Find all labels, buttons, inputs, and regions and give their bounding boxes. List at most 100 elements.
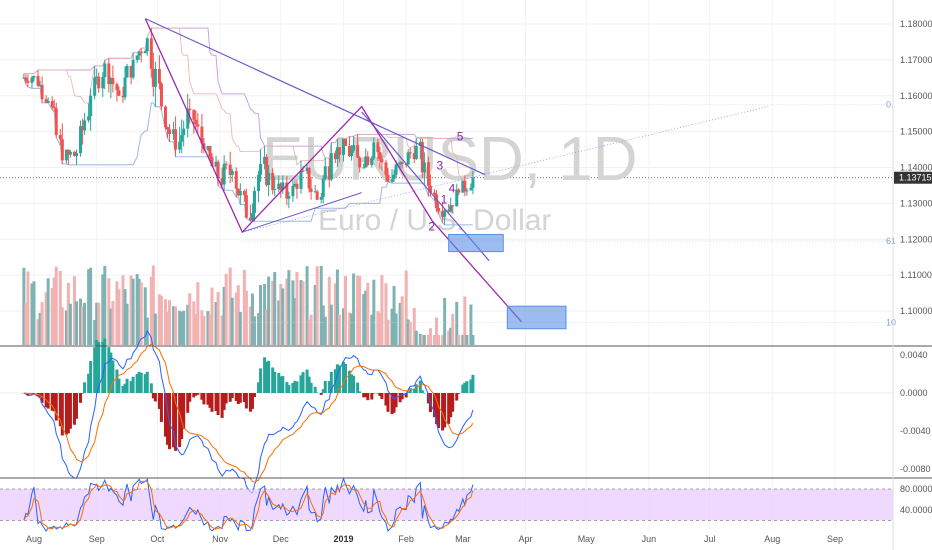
target-zone-box[interactable] <box>506 305 567 330</box>
macd-histogram-bar <box>131 376 135 393</box>
volume-bar <box>81 306 85 345</box>
macd-histogram-bar <box>115 369 119 393</box>
volume-bar <box>392 285 396 345</box>
macd-histogram-bar <box>313 386 317 393</box>
macd-histogram-bar <box>145 371 149 393</box>
macd-histogram-bar <box>376 393 380 394</box>
wave-label-5[interactable]: 5 <box>457 130 464 144</box>
candle <box>58 129 62 146</box>
upper-trendline[interactable] <box>144 18 486 176</box>
candle <box>315 189 319 200</box>
macd-histogram-bar <box>412 388 416 393</box>
candle <box>194 110 198 130</box>
wave-label-4[interactable]: 4 <box>449 182 456 196</box>
wave-label-1[interactable]: 1 <box>441 192 448 206</box>
volume-bar <box>447 330 451 345</box>
candle <box>222 155 226 191</box>
macd-histogram-bar <box>206 393 210 405</box>
macd-histogram-bar <box>394 393 398 408</box>
time-tick-label: Sep <box>89 534 105 544</box>
candle <box>433 189 436 201</box>
candle <box>214 155 218 167</box>
candle <box>188 98 192 124</box>
stoch-k-line <box>23 476 474 533</box>
macd-histogram-bar <box>293 380 297 393</box>
macd-signal-line <box>23 343 474 483</box>
macd-histogram-bar <box>329 371 333 393</box>
volume-bar <box>327 276 331 345</box>
candle <box>341 138 345 162</box>
time-tick-label: Jul <box>704 534 716 544</box>
volume-bar <box>435 317 439 345</box>
volume-bar <box>202 316 206 345</box>
time-tick-label: Jun <box>642 534 657 544</box>
macd-histogram-bar <box>370 393 374 400</box>
base-trendline[interactable] <box>242 192 362 233</box>
fib-level-label: 10 <box>886 317 896 327</box>
volume-bar <box>461 335 465 345</box>
candle <box>414 138 418 160</box>
volume-bar <box>216 291 220 345</box>
time-axis[interactable]: Aug Sep Oct Nov Dec 2019 Feb Mar Apr May Jun Jul Aug… <box>26 534 843 544</box>
volume-bar <box>50 287 54 345</box>
volume-bar <box>390 308 394 345</box>
candle <box>329 142 333 182</box>
macd-histogram-bar <box>384 393 388 406</box>
macd-histogram-bar <box>299 375 303 393</box>
volume-bar <box>172 306 176 345</box>
volume-bar <box>139 282 143 345</box>
volume-bar <box>273 272 277 345</box>
macd-histogram-bar <box>123 383 127 393</box>
candle <box>143 49 147 54</box>
macd-histogram-bar <box>40 393 44 403</box>
volume-bar <box>228 267 232 345</box>
price-tick-label: 1.11000 <box>900 270 932 280</box>
price-axis[interactable]: 1.18000 1.17000 1.16000 1.15000 1.14000 1.130… <box>900 19 932 515</box>
drawings: 0. 61 10 21 34 5 <box>144 18 896 330</box>
macd-histogram-bar <box>163 393 167 437</box>
wave-label-3[interactable]: 3 <box>437 158 444 172</box>
volume-bar <box>101 274 105 345</box>
candle <box>46 97 50 103</box>
volume-bar <box>418 333 422 345</box>
volume-bar <box>214 301 218 345</box>
volume-bar <box>337 314 341 345</box>
candle <box>135 55 139 64</box>
target-zone-box[interactable] <box>448 233 504 253</box>
candle <box>200 113 204 154</box>
volume-bar <box>301 281 305 345</box>
candle <box>378 146 382 169</box>
macd-histogram-bar <box>74 393 78 419</box>
macd-histogram-bar <box>196 393 200 395</box>
macd-histogram-bar <box>257 382 261 393</box>
candle <box>471 171 475 195</box>
zigzag-pattern[interactable] <box>144 18 522 323</box>
macd-histogram-bar <box>178 393 182 448</box>
dotted-projection-line[interactable] <box>242 106 769 233</box>
macd-histogram-bar <box>463 382 467 393</box>
macd-histogram-bar <box>408 388 412 393</box>
stochastic-panel <box>0 476 893 533</box>
volume-bar <box>293 298 297 345</box>
volume-bar <box>378 312 382 345</box>
macd-histogram-bar <box>309 382 313 393</box>
volume-bar <box>157 294 161 345</box>
candle <box>461 180 465 193</box>
volume-bar <box>384 283 388 345</box>
candle <box>145 37 149 56</box>
candle <box>26 74 30 88</box>
candle <box>390 169 394 184</box>
volume-bar <box>36 319 40 345</box>
macd-histogram-bar <box>414 384 418 393</box>
volume-bar <box>68 303 72 345</box>
macd-histogram-bar <box>151 393 155 399</box>
time-tick-label: Aug <box>764 534 780 544</box>
macd-histogram-bar <box>372 393 376 394</box>
macd-histogram-bar <box>101 341 105 393</box>
macd-histogram-bar <box>350 374 354 393</box>
volume-bar <box>372 279 376 345</box>
candle <box>107 58 111 93</box>
price-tick-label: 1.15000 <box>900 127 932 137</box>
wave-label-2[interactable]: 2 <box>428 219 435 233</box>
